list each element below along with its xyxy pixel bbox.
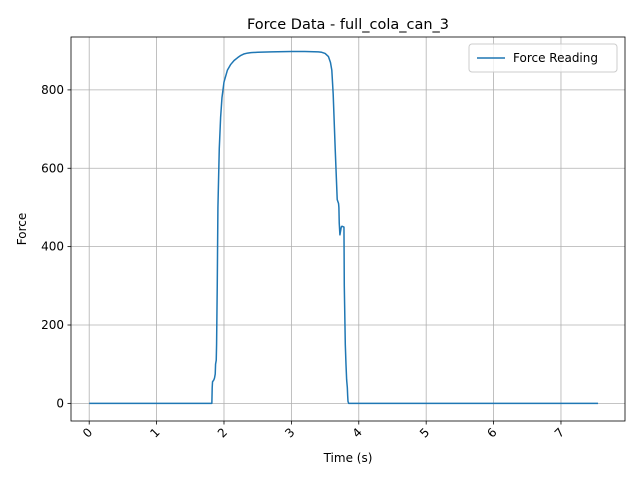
plot-frame: [70, 36, 626, 422]
series-line-force-reading: [89, 50, 599, 405]
x-axis-title: Time (s): [323, 451, 373, 465]
y-tick-label: 400: [41, 240, 64, 254]
legend-box: [468, 43, 618, 73]
y-axis-title: Force: [15, 213, 29, 245]
series-layer: [89, 50, 599, 405]
legend: Force Reading: [468, 43, 618, 73]
y-tick-label: 800: [41, 83, 64, 97]
y-tick-label: 600: [41, 161, 64, 175]
y-tick-label: 200: [41, 318, 64, 332]
y-tick-label: 0: [56, 396, 64, 410]
legend-label-force-reading: Force Reading: [513, 51, 598, 65]
chart-title: Force Data - full_cola_can_3: [247, 17, 449, 33]
